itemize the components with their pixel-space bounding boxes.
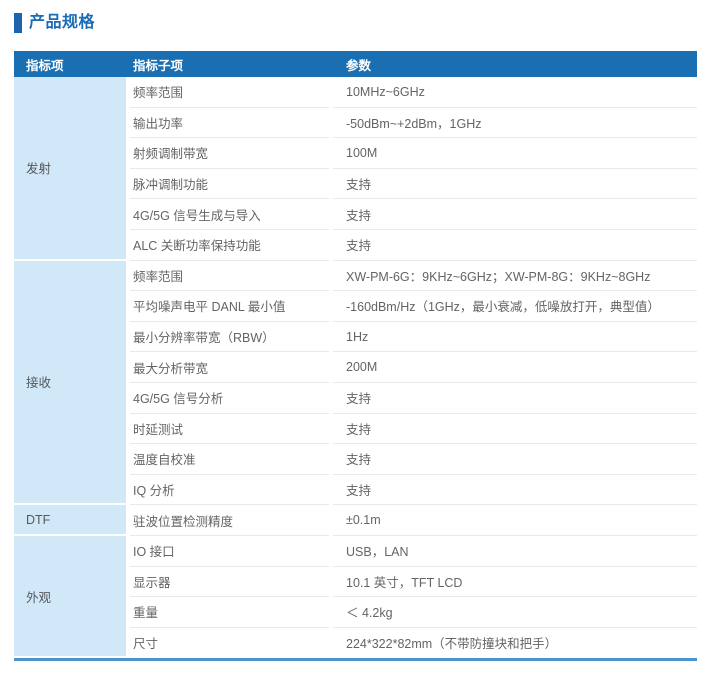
spec-value-cell: 支持 (333, 383, 697, 414)
spec-name-cell: 平均噪声电平 DANL 最小值 (130, 291, 329, 322)
header-parameter: 参数 (346, 58, 372, 73)
table-group-cell: DTF (14, 505, 126, 536)
spec-value-cell: 1Hz (333, 322, 697, 353)
spec-name-cell: 4G/5G 信号生成与导入 (130, 199, 329, 230)
spec-name-cell: IO 接口 (130, 536, 329, 567)
spec-name-cell: 尺寸 (133, 637, 159, 652)
spec-name-cell: 最小分辨率带宽（RBW） (130, 322, 329, 353)
spec-name-cell: 频率范围 (130, 77, 329, 108)
spec-value-cell: 支持 (333, 414, 697, 445)
header-indicator-item: 指标项 (26, 58, 64, 73)
spec-value-cell: ±0.1m (333, 505, 697, 536)
spec-name-cell: 最大分析带宽 (130, 352, 329, 383)
spec-table-body: 发射 频率范围 10MHz~6GHz 输出功率 -50dBm~+2dBm，1GHz 射频调… (14, 77, 697, 659)
spec-value-cell: 224*322*82mm（不带防撞块和把手） (346, 637, 558, 652)
spec-value-cell: 支持 (333, 169, 697, 200)
spec-value-cell: -160dBm/Hz（1GHz，最小衰减，低噪放打开，典型值） (333, 291, 697, 322)
spec-name-cell: 驻波位置检测精度 (130, 505, 329, 536)
table-bottom-border (14, 658, 697, 662)
spec-name-cell: 重量 (130, 597, 329, 628)
spec-name-cell: 显示器 (130, 567, 329, 598)
spec-name-cell: 4G/5G 信号分析 (130, 383, 329, 414)
spec-name-cell: 时延测试 (130, 414, 329, 445)
spec-value-cell: ＜ 4.2kg (333, 597, 697, 628)
spec-name-cell: 频率范围 (130, 261, 329, 292)
spec-name-cell: ALC 关断功率保持功能 (130, 230, 329, 261)
spec-name-cell: 输出功率 (130, 108, 329, 139)
spec-value-cell: 支持 (333, 230, 697, 261)
spec-value-cell: USB，LAN (333, 536, 697, 567)
spec-name-cell: IQ 分析 (130, 475, 329, 506)
spec-value-cell: 200M (333, 352, 697, 383)
title-accent-bar-icon (14, 13, 22, 33)
spec-value-cell: XW-PM-6G：9KHz~6GHz；XW-PM-8G：9KHz~8GHz (333, 261, 697, 292)
spec-value-cell: 支持 (333, 475, 697, 506)
spec-value-cell: -50dBm~+2dBm，1GHz (333, 108, 697, 139)
spec-value-cell: 10.1 英寸，TFT LCD (333, 567, 697, 598)
spec-value-cell: 支持 (333, 444, 697, 475)
spec-name-cell: 温度自校准 (130, 444, 329, 475)
spec-value-cell: 10MHz~6GHz (333, 77, 697, 108)
spec-value-cell: 支持 (333, 199, 697, 230)
spec-name-cell: 射频调制带宽 (130, 138, 329, 169)
header-indicator-subitem: 指标子项 (133, 58, 184, 73)
section-title-row: 产品规格 (14, 11, 95, 35)
page-title: 产品规格 (29, 14, 96, 31)
spec-table: 指标项 指标子项 参数 发射 频率范围 10MHz~6GHz 输出功率 -50dBm~+… (14, 51, 697, 662)
table-group-cell: 接收 (14, 260, 126, 506)
table-group-cell: 发射 (14, 77, 126, 261)
spec-value-cell: 100M (333, 138, 697, 169)
spec-name-cell: 脉冲调制功能 (130, 169, 329, 200)
spec-table-header: 指标项 指标子项 参数 (14, 51, 697, 77)
table-group-cell: 外观 (14, 535, 126, 659)
